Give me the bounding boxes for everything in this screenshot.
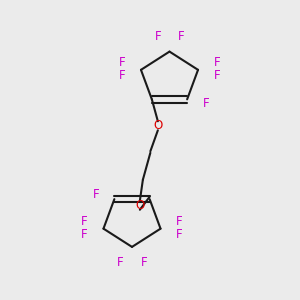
Text: O: O [153, 119, 163, 132]
Text: F: F [140, 256, 147, 269]
Text: F: F [214, 69, 220, 82]
Text: O: O [135, 199, 145, 212]
Text: F: F [214, 56, 220, 69]
Text: F: F [81, 215, 88, 228]
Text: F: F [176, 215, 183, 228]
Text: F: F [119, 69, 125, 82]
Text: F: F [117, 256, 124, 269]
Text: F: F [93, 188, 99, 201]
Text: F: F [176, 228, 183, 241]
Text: F: F [203, 98, 209, 110]
Text: F: F [154, 29, 161, 43]
Text: F: F [81, 228, 88, 241]
Text: F: F [178, 29, 184, 43]
Text: F: F [119, 56, 125, 69]
